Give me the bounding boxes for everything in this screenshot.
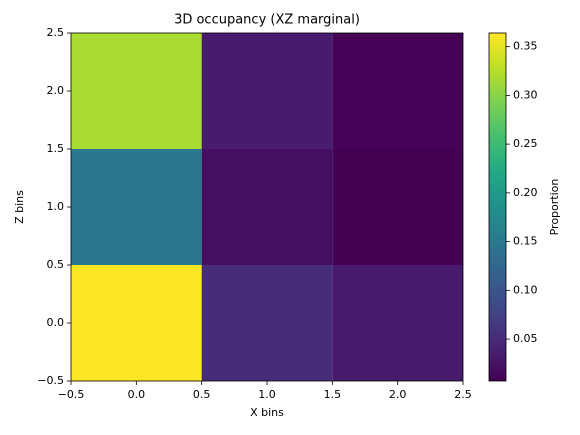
colorbar-tick-label: 0.10 [513, 283, 538, 296]
colorbar-tick-label: 0.05 [513, 332, 538, 345]
x-tick-label: −0.5 [58, 388, 85, 401]
heatmap-cell [71, 149, 202, 265]
x-tick-label: 2.5 [454, 388, 472, 401]
y-tick-label: 2.5 [47, 26, 65, 39]
y-tick-label: 0.5 [47, 258, 65, 271]
heatmap-cell [71, 33, 202, 149]
y-tick-label: 2.0 [47, 84, 65, 97]
y-axis-label: Z bins [13, 190, 26, 224]
heatmap-cell [201, 265, 333, 381]
colorbar-label: Proportion [548, 179, 561, 236]
colorbar-tick-label: 0.25 [513, 137, 538, 150]
y-tick-label: 1.0 [47, 200, 65, 213]
heatmap-cell [201, 149, 333, 265]
colorbar-tick-label: 0.35 [513, 40, 538, 53]
x-tick-label: 0.0 [128, 388, 146, 401]
heatmap-cell [201, 33, 333, 149]
colorbar-tick-label: 0.20 [513, 186, 538, 199]
x-tick-label: 1.0 [258, 388, 276, 401]
x-tick-label: 1.5 [324, 388, 342, 401]
colorbar-tick-label: 0.30 [513, 88, 538, 101]
y-tick-label: 1.5 [47, 142, 65, 155]
y-tick-label: −0.5 [37, 374, 64, 387]
heatmap-cell [332, 265, 463, 381]
x-axis-label: X bins [250, 406, 284, 419]
x-tick-label: 0.5 [193, 388, 211, 401]
heatmap-cell [332, 33, 463, 149]
chart-title: 3D occupancy (XZ marginal) [174, 13, 360, 28]
colorbar-tick-label: 0.15 [513, 235, 538, 248]
heatmap-cell [332, 149, 463, 265]
x-tick-label: 2.0 [389, 388, 407, 401]
colorbar [488, 32, 507, 382]
heatmap-cell [71, 265, 202, 381]
y-tick-label: 0.0 [47, 316, 65, 329]
